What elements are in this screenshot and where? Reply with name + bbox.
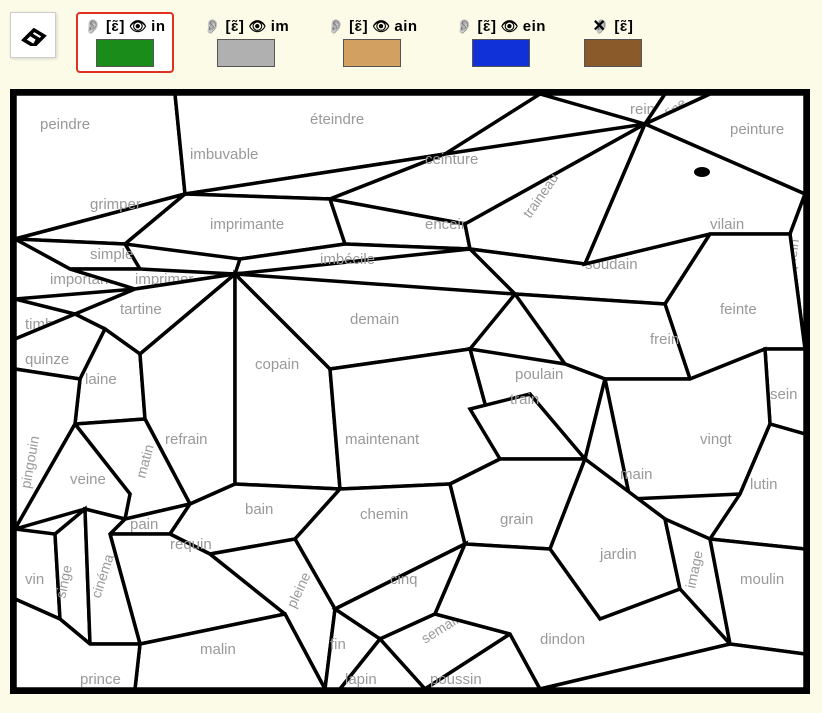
eraser-icon (18, 24, 48, 46)
toolbar: [ɛ̃]in [ɛ̃]im [ɛ̃]ain [ɛ̃]ein [ɛ̃] (0, 0, 822, 89)
eraser-button[interactable] (10, 12, 56, 58)
palette-label: [ɛ̃]ein (456, 18, 546, 35)
palette-none[interactable]: [ɛ̃] (576, 12, 650, 73)
coloring-puzzle[interactable]: peindreéteindrereinfinepeintureimbuvable… (10, 89, 810, 694)
palette-label: [ɛ̃]ain (327, 18, 417, 35)
swatch (96, 39, 154, 67)
puzzle-area: peindreéteindrereinfinepeintureimbuvable… (0, 89, 822, 704)
swatch (472, 39, 530, 67)
swatch (584, 39, 642, 67)
eye-dot (694, 167, 710, 177)
palette-label: [ɛ̃] (592, 18, 633, 35)
palette-ain[interactable]: [ɛ̃]ain (319, 12, 425, 73)
palette-in[interactable]: [ɛ̃]in (76, 12, 174, 73)
swatch (217, 39, 275, 67)
palette-im[interactable]: [ɛ̃]im (196, 12, 298, 73)
color-palette: [ɛ̃]in [ɛ̃]im [ɛ̃]ain [ɛ̃]ein [ɛ̃] (76, 12, 650, 73)
palette-label: [ɛ̃]in (84, 18, 166, 35)
palette-ein[interactable]: [ɛ̃]ein (448, 12, 554, 73)
swatch (343, 39, 401, 67)
palette-label: [ɛ̃]im (204, 18, 290, 35)
